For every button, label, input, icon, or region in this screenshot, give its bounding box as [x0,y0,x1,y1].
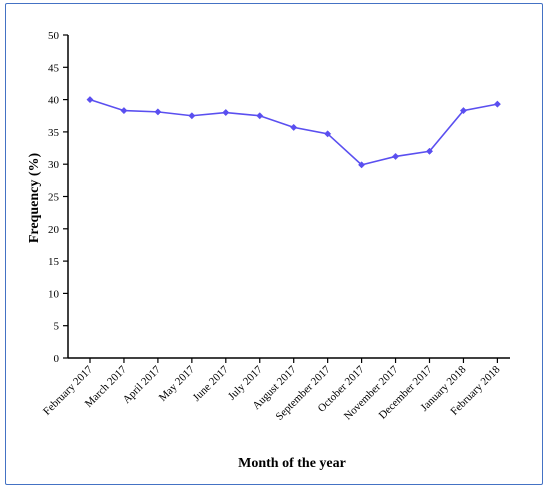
data-point [120,107,128,115]
y-tick-label: 15 [48,256,60,268]
data-point [459,107,468,115]
data-point [188,112,196,120]
data-point [324,130,332,138]
y-axis: 0 5 10 15 20 25 30 35 40 45 50 [48,30,69,365]
y-tick-label: 50 [48,30,60,42]
y-tick-label: 5 [54,321,60,333]
series-layer [86,96,501,169]
y-tick-label: 10 [48,288,60,300]
y-tick-label: 25 [48,192,60,204]
x-tick-label: April 2017 [121,363,164,406]
x-tick-label: February 2017 [41,363,95,417]
data-point [391,152,400,161]
data-point [222,108,230,117]
series-line [89,98,498,166]
data-point [358,161,366,169]
y-axis-title: Frequency (%) [27,152,42,243]
y-tick-label: 35 [48,127,60,139]
chart-frame [5,3,543,485]
data-point [493,100,501,108]
data-point [290,123,298,131]
y-tick-label: 30 [48,159,60,171]
data-point [154,108,162,116]
y-tick-label: 45 [48,62,60,74]
y-tick-label: 40 [48,95,60,107]
x-axis-title: Month of the year [238,456,346,471]
data-point [86,96,94,104]
x-tick-label: June 2017 [191,363,232,404]
x-tick-label: May 2017 [157,363,198,404]
y-tick-label: 20 [48,224,60,236]
data-point [425,147,434,155]
data-point [256,112,264,120]
y-tick-label: 0 [54,353,60,365]
